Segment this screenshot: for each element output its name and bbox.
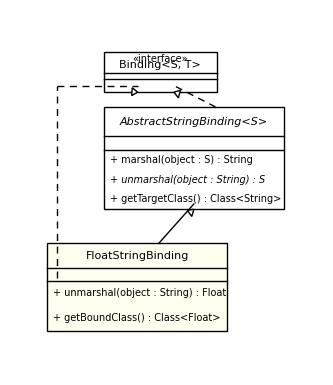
Text: + marshal(object : S) : String: + marshal(object : S) : String bbox=[110, 155, 253, 165]
Bar bbox=[47, 243, 227, 331]
Text: + getTargetClass() : Class<String>: + getTargetClass() : Class<String> bbox=[110, 194, 281, 204]
Text: AbstractStringBinding<S>: AbstractStringBinding<S> bbox=[120, 117, 268, 127]
Text: «interface»: «interface» bbox=[133, 54, 188, 64]
Polygon shape bbox=[132, 88, 138, 95]
Polygon shape bbox=[174, 90, 180, 98]
Text: + getBoundClass() : Class<Float>: + getBoundClass() : Class<Float> bbox=[53, 313, 221, 323]
Text: + unmarshal(object : String) : Float: + unmarshal(object : String) : Float bbox=[53, 288, 226, 298]
Polygon shape bbox=[187, 209, 194, 216]
Bar bbox=[104, 52, 217, 92]
Text: + unmarshal(object : String) : S: + unmarshal(object : String) : S bbox=[110, 175, 265, 185]
Bar bbox=[104, 107, 284, 209]
Text: Binding<S, T>: Binding<S, T> bbox=[120, 60, 201, 70]
Text: FloatStringBinding: FloatStringBinding bbox=[86, 251, 189, 261]
